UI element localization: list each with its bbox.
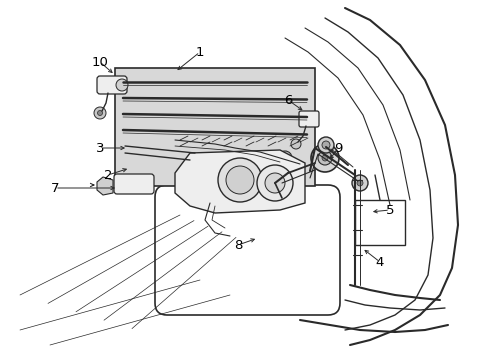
Text: 6: 6	[283, 94, 292, 107]
Polygon shape	[97, 177, 113, 195]
Text: 2: 2	[103, 168, 112, 181]
Circle shape	[264, 173, 285, 193]
Polygon shape	[175, 150, 305, 213]
FancyBboxPatch shape	[298, 111, 318, 127]
Circle shape	[218, 158, 262, 202]
Circle shape	[356, 180, 362, 186]
FancyBboxPatch shape	[114, 174, 154, 194]
Circle shape	[317, 137, 333, 153]
Circle shape	[97, 111, 102, 116]
Circle shape	[116, 79, 128, 91]
Bar	[354, 200, 404, 245]
Circle shape	[317, 151, 331, 165]
Circle shape	[94, 107, 106, 119]
Circle shape	[282, 155, 287, 161]
Circle shape	[351, 175, 367, 191]
Text: 8: 8	[233, 239, 242, 252]
Text: 1: 1	[195, 45, 204, 59]
Circle shape	[257, 165, 292, 201]
Bar	[115, 68, 314, 186]
Circle shape	[321, 141, 329, 149]
Text: 9: 9	[333, 141, 342, 154]
Text: 7: 7	[51, 181, 59, 194]
Text: 4: 4	[375, 256, 384, 269]
Text: 5: 5	[385, 203, 393, 216]
Circle shape	[278, 151, 291, 165]
Circle shape	[290, 139, 301, 149]
Text: 10: 10	[91, 55, 108, 68]
FancyBboxPatch shape	[97, 76, 127, 94]
Text: 3: 3	[96, 141, 104, 154]
Circle shape	[321, 155, 327, 161]
Circle shape	[225, 166, 253, 194]
Circle shape	[310, 144, 338, 172]
